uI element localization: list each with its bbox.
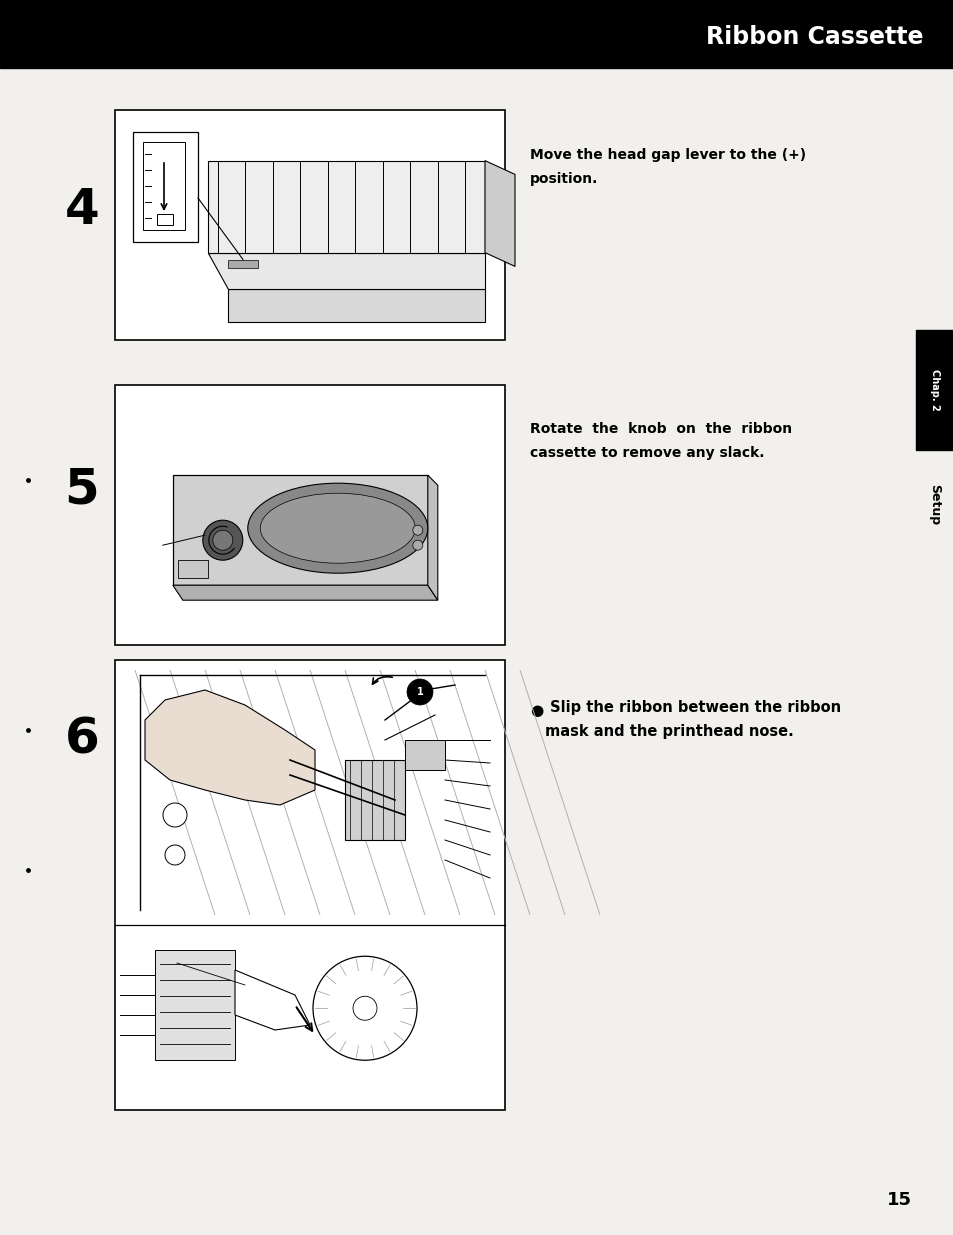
Circle shape [313,956,416,1061]
Text: Setup: Setup [927,484,941,526]
Circle shape [407,679,433,705]
Polygon shape [145,690,314,805]
Circle shape [413,540,422,551]
Circle shape [165,845,185,864]
Text: cassette to remove any slack.: cassette to remove any slack. [530,446,763,459]
Text: mask and the printhead nose.: mask and the printhead nose. [544,724,793,739]
Ellipse shape [248,483,427,573]
Text: Chap. 2: Chap. 2 [929,369,939,411]
Circle shape [213,530,233,551]
Text: Rotate  the  knob  on  the  ribbon: Rotate the knob on the ribbon [530,422,791,436]
Bar [915,330,953,450]
Bar [132,132,198,242]
Text: Platen: Platen [348,1088,381,1098]
Text: 15: 15 [885,1191,910,1209]
Text: 5: 5 [65,466,99,514]
Text: Move the head gap lever to the (+): Move the head gap lever to the (+) [530,148,805,162]
Text: Ribbon mask: Ribbon mask [255,945,323,955]
Text: ●: ● [530,703,542,718]
Bar [177,561,208,578]
Circle shape [203,520,243,561]
Bar [157,214,172,225]
Text: Ribbon Cassette: Ribbon Cassette [706,26,923,49]
Polygon shape [228,289,484,321]
Bar [228,259,257,268]
Bar [115,659,504,1110]
Text: 6: 6 [65,716,99,764]
Bar [115,385,504,645]
Bar [345,760,405,840]
Bar [143,142,185,230]
Polygon shape [234,969,310,1030]
Ellipse shape [260,493,415,563]
Text: position.: position. [530,172,598,186]
Text: Slip the ribbon between the ribbon: Slip the ribbon between the ribbon [544,700,841,715]
Bar [405,740,444,769]
Text: 1: 1 [416,687,423,697]
Bar [154,950,234,1060]
Polygon shape [208,253,484,289]
Polygon shape [427,475,437,600]
Circle shape [413,525,422,535]
Circle shape [163,803,187,827]
Polygon shape [208,161,484,253]
Polygon shape [484,161,515,267]
Polygon shape [172,475,427,585]
Text: Knob: Knob [137,543,165,553]
Text: 4: 4 [65,186,99,233]
Bar [0,0,953,68]
Polygon shape [172,585,437,600]
Circle shape [353,997,376,1020]
Text: Ribbon: Ribbon [143,947,179,957]
Text: Printhead nose: Printhead nose [155,1088,233,1098]
Bar [115,110,504,340]
